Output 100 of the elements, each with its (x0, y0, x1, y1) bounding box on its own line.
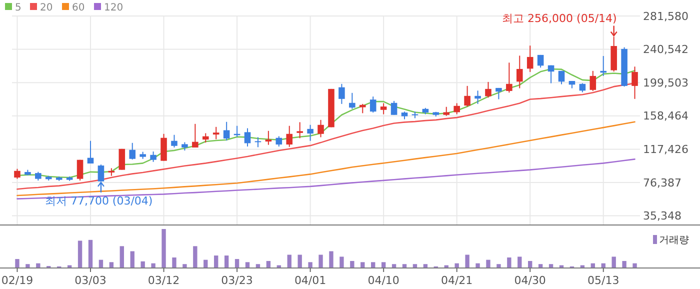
y-tick-label: 35,348 (643, 210, 682, 223)
candlestick (212, 126, 220, 140)
candlestick (632, 66, 638, 100)
annotation: 최고 256,000 (05/14) (502, 12, 617, 25)
bar (172, 257, 176, 268)
candlestick (443, 106, 450, 116)
bar (518, 256, 522, 268)
bar (298, 254, 302, 268)
bar (612, 256, 616, 268)
candlestick (286, 125, 293, 148)
legend-label: 거래량 (659, 235, 689, 246)
bar (88, 240, 93, 268)
bar (465, 254, 470, 268)
bar (371, 262, 376, 268)
bar (360, 262, 365, 268)
x-tick-label: 03/12 (148, 274, 180, 287)
y-tick-label: 76,387 (643, 176, 682, 190)
legend-label: 120 (104, 2, 124, 14)
candlestick (254, 136, 262, 148)
x-tick-label: 04/30 (514, 274, 546, 287)
bar (245, 262, 250, 268)
line-series (16, 121, 636, 196)
candlestick (537, 54, 544, 68)
candlestick (548, 64, 554, 84)
x-tick-label: 04/01 (294, 274, 326, 287)
y-tick-label: 281,580 (643, 10, 688, 23)
x-tick-label: 03/03 (74, 274, 106, 287)
bar (36, 263, 40, 268)
candlestick (318, 119, 324, 138)
bar (214, 256, 218, 268)
candlestick (98, 164, 104, 182)
candlestick (359, 103, 366, 114)
bar (622, 260, 626, 268)
candlestick (370, 96, 376, 114)
candlestick (14, 168, 20, 180)
candlestick (600, 55, 607, 76)
candlestick (390, 100, 398, 116)
x-tick-label: 05/13 (588, 274, 620, 287)
x-tick-label: 04/21 (440, 274, 473, 287)
candlestick (307, 124, 314, 142)
candlestick (338, 83, 345, 104)
bar (120, 246, 124, 268)
bar (78, 240, 82, 268)
bar (476, 263, 480, 268)
candlestick (380, 102, 387, 115)
candlestick (150, 150, 156, 162)
bar (287, 254, 292, 268)
candlestick (506, 62, 512, 94)
bar (151, 263, 156, 268)
candlestick (171, 134, 178, 148)
candlestick (464, 85, 470, 108)
candlestick (87, 140, 94, 164)
candlestick (516, 55, 523, 89)
bar (308, 262, 312, 268)
candlestick (474, 90, 481, 104)
bar (350, 260, 354, 268)
bar (632, 263, 637, 268)
candlestick (454, 102, 460, 115)
annotation: 최저 77,700 (03/04) (44, 194, 153, 208)
legend-label: 5 (15, 2, 22, 14)
candlestick (223, 121, 230, 142)
candlestick (118, 148, 126, 170)
bar (15, 259, 20, 268)
legend-label: 60 (72, 2, 85, 14)
y-tick-label: 240,542 (643, 43, 688, 56)
bar (381, 262, 386, 268)
x-tick-label: 04/10 (368, 274, 400, 287)
bar (109, 262, 114, 268)
candlestick (202, 132, 209, 144)
candlestick (129, 142, 136, 160)
bar (182, 264, 187, 268)
candlestick (349, 92, 356, 110)
bar (340, 256, 344, 268)
bar (140, 261, 145, 268)
bar (130, 251, 134, 268)
legend-label: 20 (40, 2, 53, 14)
candlestick (276, 136, 282, 148)
bar (318, 254, 323, 268)
candlestick (76, 159, 84, 182)
candlestick (192, 123, 198, 148)
bar (454, 263, 459, 268)
bar (507, 257, 512, 268)
candlestick (160, 133, 167, 162)
x-tick-label: 02/19 (1, 274, 34, 287)
candlestick (558, 70, 565, 85)
candlestick (296, 122, 303, 139)
candlestick (590, 70, 596, 92)
candlestick (579, 82, 586, 93)
bar (193, 246, 198, 268)
candlestick (244, 128, 251, 148)
candlestick (265, 130, 272, 146)
bar (224, 256, 229, 268)
bar (234, 259, 240, 268)
bar (496, 264, 501, 268)
x-tick-label: 03/23 (221, 274, 253, 287)
y-tick-label: 117,426 (643, 143, 688, 156)
bar (329, 251, 334, 268)
bar (486, 260, 490, 268)
candlestick (485, 81, 492, 98)
y-tick-label: 199,503 (643, 76, 688, 90)
